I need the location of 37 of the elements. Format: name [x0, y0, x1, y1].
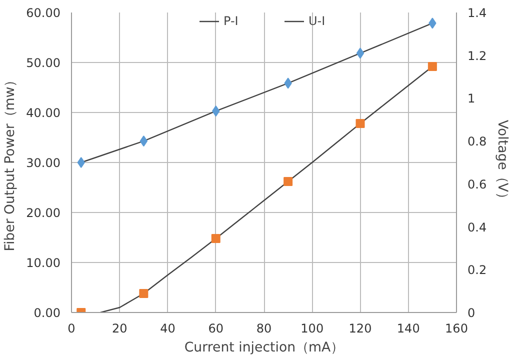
- point: [139, 289, 148, 298]
- y2-tick-label: 1.2: [468, 48, 487, 63]
- x-tick-label: 60: [208, 322, 224, 336]
- y2-tick-label: 1: [468, 92, 476, 106]
- x-tick-label: 140: [396, 322, 420, 336]
- y-tick-label: 40.00: [26, 106, 61, 120]
- x-tick-label: 120: [348, 322, 372, 336]
- y2-tick-label: 0.6: [468, 177, 487, 192]
- point: [77, 157, 85, 168]
- point: [356, 119, 365, 128]
- x-tick-label: 0: [68, 322, 76, 336]
- point: [140, 136, 148, 147]
- y2-tick-label: 0.8: [468, 134, 487, 149]
- legend-label: P-I: [224, 14, 240, 28]
- y-tick-label: 50.00: [26, 56, 61, 70]
- y-axis-title: Fiber Output Power（mw）: [3, 74, 18, 252]
- point: [211, 234, 220, 243]
- x-tick-label: 80: [256, 322, 272, 336]
- y2-tick-label: 0: [468, 306, 476, 320]
- x-tick-label: 20: [112, 322, 128, 336]
- x-tick-label: 100: [300, 322, 324, 336]
- y-tick-label: 20.00: [26, 206, 61, 220]
- y2-axis-title: Voltage（V）: [494, 120, 510, 206]
- y-tick-label: 0.00: [34, 306, 60, 320]
- legend-label: U-I: [308, 14, 326, 28]
- y2-tick-label: 0.4: [468, 220, 487, 234]
- point: [356, 48, 364, 59]
- x-axis-title: Current injection（mA）: [184, 340, 344, 356]
- x-tick-label: 160: [445, 322, 468, 336]
- y-tick-label: 30.00: [26, 156, 61, 170]
- y-tick-label: 60.00: [26, 6, 61, 20]
- y2-tick-label: 0.2: [468, 263, 487, 278]
- x-tick-label: 40: [160, 322, 176, 336]
- y2-tick-label: 1.4: [468, 6, 487, 20]
- y-tick-label: 10.00: [26, 256, 61, 270]
- point: [428, 62, 437, 71]
- point: [284, 177, 293, 186]
